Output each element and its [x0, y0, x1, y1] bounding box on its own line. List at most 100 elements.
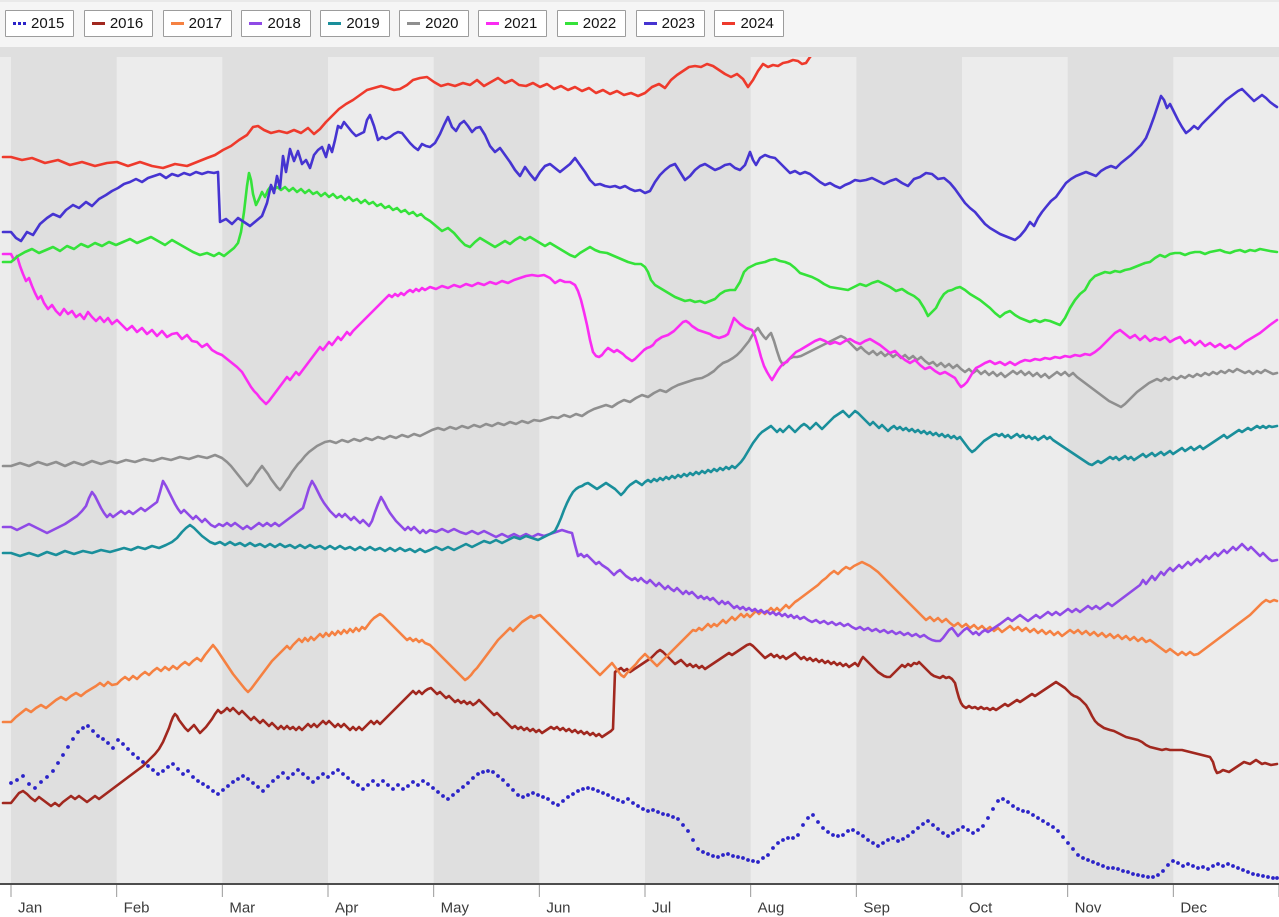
data-dot: [926, 819, 930, 823]
data-dot: [416, 783, 420, 787]
data-dot: [51, 769, 55, 773]
data-line: [1, 171, 1279, 327]
data-dot: [366, 783, 370, 787]
data-dot: [56, 761, 60, 765]
data-dot: [836, 834, 840, 838]
data-dot: [991, 807, 995, 811]
data-dot: [1061, 835, 1065, 839]
legend-label: 2017: [188, 15, 223, 32]
legend-item-2020[interactable]: 2020: [399, 10, 469, 37]
data-dot: [346, 776, 350, 780]
data-dot: [961, 825, 965, 829]
month-label-oct: Oct: [969, 899, 993, 916]
legend-item-2017[interactable]: 2017: [162, 10, 233, 37]
month-label-jun: Jun: [546, 899, 570, 916]
data-dot: [951, 831, 955, 835]
data-dot: [716, 855, 720, 859]
data-dot: [1106, 866, 1110, 870]
data-dot: [966, 828, 970, 832]
data-dot: [116, 738, 120, 742]
data-dot: [651, 808, 655, 812]
legend-item-2021[interactable]: 2021: [477, 10, 548, 37]
data-dot: [171, 762, 175, 766]
data-dot: [511, 788, 515, 792]
data-dot: [751, 859, 755, 863]
data-dot: [106, 741, 110, 745]
legend-swatch-icon: [407, 22, 421, 25]
data-dot: [126, 747, 130, 751]
data-dot: [1156, 873, 1160, 877]
data-dot: [681, 823, 685, 827]
data-dot: [1211, 864, 1215, 868]
data-dot: [321, 772, 325, 776]
data-dot: [236, 777, 240, 781]
data-dot: [1001, 797, 1005, 801]
legend-item-2015[interactable]: 2015: [5, 10, 75, 37]
data-line: [1, 560, 1279, 724]
data-dot: [1131, 872, 1135, 876]
series-2023: [1, 87, 1279, 243]
data-dot: [1275, 876, 1279, 880]
data-dot: [1256, 873, 1260, 877]
legend-item-2023[interactable]: 2023: [635, 10, 705, 37]
data-dot: [631, 801, 635, 805]
legend-item-2016[interactable]: 2016: [83, 10, 154, 37]
data-dot: [636, 804, 640, 808]
data-dot: [1261, 874, 1265, 878]
legend: 2015 2016 2017 2018 2019 2020 2021: [0, 0, 1279, 47]
data-dot: [516, 793, 520, 797]
data-dot: [136, 756, 140, 760]
data-dot: [1266, 875, 1270, 879]
data-dot: [1031, 813, 1035, 817]
data-dot: [621, 800, 625, 804]
data-dot: [316, 776, 320, 780]
data-dot: [91, 729, 95, 733]
legend-label: 2021: [503, 15, 538, 32]
data-dot: [826, 830, 830, 834]
data-line: [1, 57, 812, 170]
data-dot: [476, 772, 480, 776]
data-dot: [601, 791, 605, 795]
data-dot: [216, 792, 220, 796]
data-dot: [9, 781, 13, 785]
month-stripe-jul: [645, 57, 751, 883]
data-dot: [546, 797, 550, 801]
data-dot: [451, 793, 455, 797]
data-dot: [656, 810, 660, 814]
data-dot: [866, 838, 870, 842]
data-dot: [81, 726, 85, 730]
data-dot: [266, 784, 270, 788]
data-dot: [906, 834, 910, 838]
series-2020: [1, 326, 1279, 492]
series-2021: [1, 252, 1279, 406]
data-dot: [1021, 809, 1025, 813]
data-dot: [661, 812, 665, 816]
legend-item-2022[interactable]: 2022: [556, 10, 627, 37]
legend-item-2024[interactable]: 2024: [714, 10, 784, 37]
data-dot: [206, 785, 210, 789]
data-dot: [1041, 819, 1045, 823]
month-label-mar: Mar: [229, 899, 255, 916]
legend-label: 2015: [31, 15, 65, 32]
data-dot: [891, 836, 895, 840]
data-line: [1, 87, 1279, 243]
legend-item-2019[interactable]: 2019: [320, 10, 390, 37]
data-dot: [731, 854, 735, 858]
data-dot: [1076, 853, 1080, 857]
data-dot: [246, 777, 250, 781]
data-dot: [101, 737, 105, 741]
data-line: [1, 479, 1279, 643]
data-dot: [566, 795, 570, 799]
legend-swatch-icon: [564, 22, 578, 25]
legend-item-2018[interactable]: 2018: [241, 10, 311, 37]
series-layer: [1, 57, 1279, 880]
data-dot: [221, 788, 225, 792]
series-2019: [1, 409, 1279, 558]
data-dot: [881, 841, 885, 845]
data-dot: [161, 769, 165, 773]
data-dot: [666, 813, 670, 817]
data-dot: [721, 853, 725, 857]
data-dot: [21, 774, 25, 778]
data-dot: [261, 789, 265, 793]
data-dot: [711, 854, 715, 858]
